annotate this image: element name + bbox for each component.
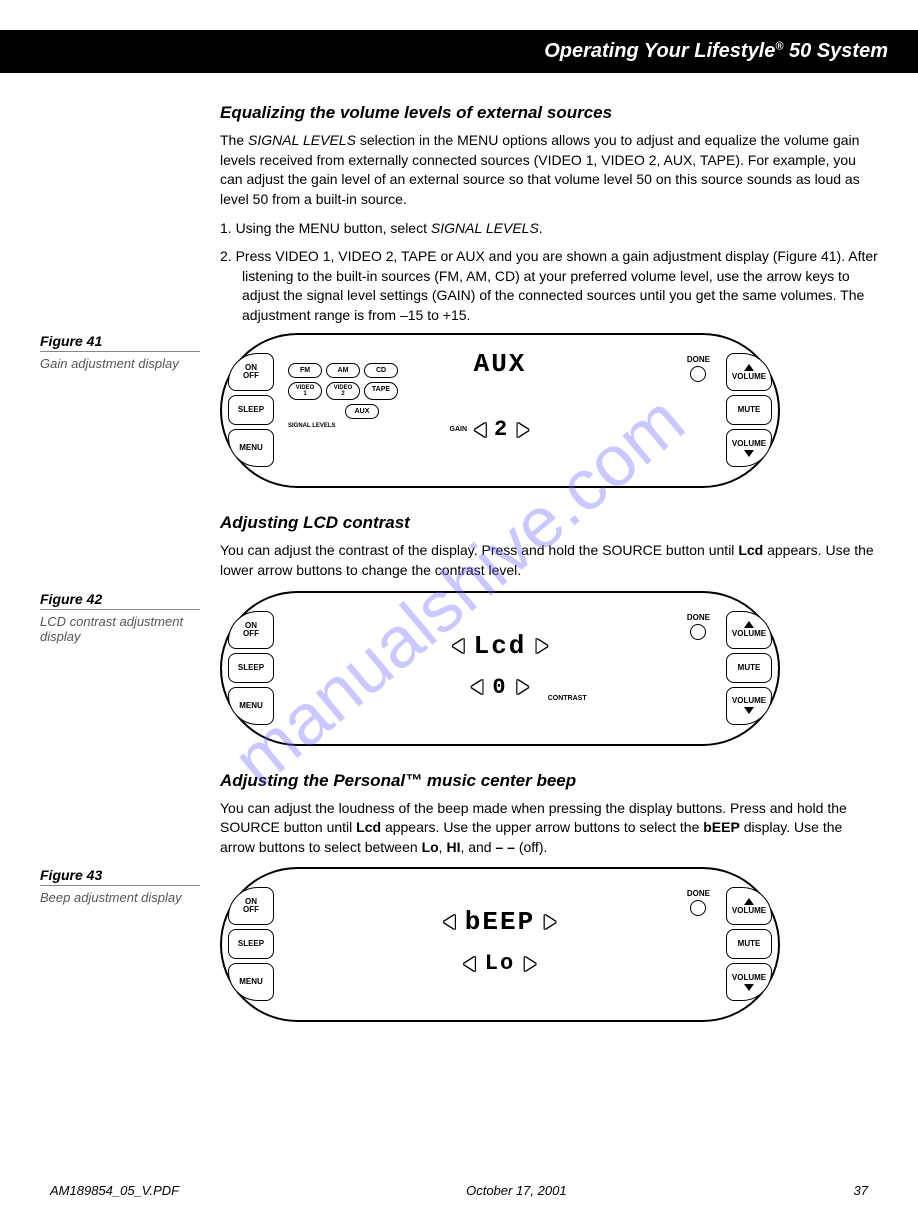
- volume-down-button: VOLUME: [726, 963, 772, 1001]
- figure41-caption: Gain adjustment display: [40, 356, 200, 371]
- arrow-down-icon: [744, 707, 754, 714]
- sleep-button: SLEEP: [228, 395, 274, 425]
- triangle-left-icon: [464, 957, 475, 971]
- done-button: DONE: [687, 889, 710, 916]
- page-footer: AM189854_05_V.PDF October 17, 2001 37: [0, 1183, 918, 1198]
- sleep-button: SLEEP: [228, 929, 274, 959]
- figure42-caption: LCD contrast adjustment display: [40, 614, 200, 644]
- footer-left: AM189854_05_V.PDF: [50, 1183, 179, 1198]
- heading-beep: Adjusting the Personal™ music center bee…: [220, 771, 878, 791]
- lcd-top-value: bEEP: [465, 907, 535, 937]
- remote-figure43: ON OFF SLEEP MENU VOLUME MUTE VOLUME bEE…: [220, 867, 780, 1022]
- lcd-top-value: AUX: [474, 349, 527, 379]
- fm-button: FM: [288, 363, 322, 378]
- triangle-right-icon: [536, 639, 547, 653]
- triangle-left-icon: [475, 423, 486, 437]
- paragraph-lcd-contrast: You can adjust the contrast of the displ…: [220, 541, 878, 580]
- triangle-right-icon: [518, 680, 529, 694]
- footer-center: October 17, 2001: [466, 1183, 566, 1198]
- list-item-2: 2. Press VIDEO 1, VIDEO 2, TAPE or AUX a…: [220, 247, 878, 325]
- lcd-gain-value: 2: [494, 417, 509, 442]
- figure43-caption: Beep adjustment display: [40, 890, 200, 905]
- triangle-left-icon: [453, 639, 464, 653]
- arrow-up-icon: [744, 364, 754, 371]
- triangle-right-icon: [517, 423, 528, 437]
- header-title-before: Operating Your Lifestyle: [544, 40, 775, 62]
- lcd-beep-value: Lo: [485, 951, 515, 976]
- arrow-down-icon: [744, 450, 754, 457]
- aux-button: AUX: [345, 404, 379, 419]
- figure42-label: Figure 42: [40, 591, 200, 610]
- remote-figure42: ON OFF SLEEP MENU VOLUME MUTE VOLUME Lcd…: [220, 591, 780, 746]
- source-buttons: FM AM CD VIDEO 1 VIDEO 2 TAPE AUX SIGNAL…: [288, 363, 398, 429]
- cd-button: CD: [364, 363, 398, 378]
- triangle-left-icon: [471, 680, 482, 694]
- sleep-button: SLEEP: [228, 653, 274, 683]
- lcd-top-value: Lcd: [474, 631, 527, 661]
- figure43-label: Figure 43: [40, 867, 200, 886]
- tape-button: TAPE: [364, 382, 398, 400]
- menu-button: MENU: [228, 429, 274, 467]
- gain-label: GAIN: [450, 426, 468, 433]
- menu-button: MENU: [228, 687, 274, 725]
- mute-button: MUTE: [726, 395, 772, 425]
- heading-equalizing: Equalizing the volume levels of external…: [220, 103, 878, 123]
- list-item-1: 1. Using the MENU button, select SIGNAL …: [220, 219, 878, 239]
- am-button: AM: [326, 363, 360, 378]
- arrow-up-icon: [744, 621, 754, 628]
- mute-button: MUTE: [726, 653, 772, 683]
- video1-button: VIDEO 1: [288, 382, 322, 400]
- volume-down-button: VOLUME: [726, 429, 772, 467]
- triangle-left-icon: [444, 915, 455, 929]
- on-off-button: ON OFF: [228, 887, 274, 925]
- mute-button: MUTE: [726, 929, 772, 959]
- volume-up-button: VOLUME: [726, 887, 772, 925]
- on-off-button: ON OFF: [228, 611, 274, 649]
- section-header: Operating Your Lifestyle® 50 System: [0, 30, 918, 73]
- volume-down-button: VOLUME: [726, 687, 772, 725]
- menu-button: MENU: [228, 963, 274, 1001]
- volume-up-button: VOLUME: [726, 611, 772, 649]
- video2-button: VIDEO 2: [326, 382, 360, 400]
- contrast-label: CONTRAST: [548, 695, 587, 702]
- paragraph-equalizing: The SIGNAL LEVELS selection in the MENU …: [220, 131, 878, 209]
- triangle-right-icon: [545, 915, 556, 929]
- heading-lcd-contrast: Adjusting LCD contrast: [220, 513, 878, 533]
- arrow-up-icon: [744, 898, 754, 905]
- signal-levels-label: SIGNAL LEVELS: [288, 423, 398, 429]
- paragraph-beep: You can adjust the loudness of the beep …: [220, 799, 878, 858]
- on-off-button: ON OFF: [228, 353, 274, 391]
- lcd-contrast-value: 0: [492, 675, 507, 700]
- triangle-right-icon: [525, 957, 536, 971]
- volume-up-button: VOLUME: [726, 353, 772, 391]
- done-button: DONE: [687, 613, 710, 640]
- arrow-down-icon: [744, 984, 754, 991]
- done-button: DONE: [687, 355, 710, 382]
- header-title-after: 50 System: [783, 40, 888, 62]
- figure41-label: Figure 41: [40, 333, 200, 352]
- remote-figure41: ON OFF SLEEP MENU VOLUME MUTE VOLUME FM …: [220, 333, 780, 488]
- footer-right: 37: [854, 1183, 868, 1198]
